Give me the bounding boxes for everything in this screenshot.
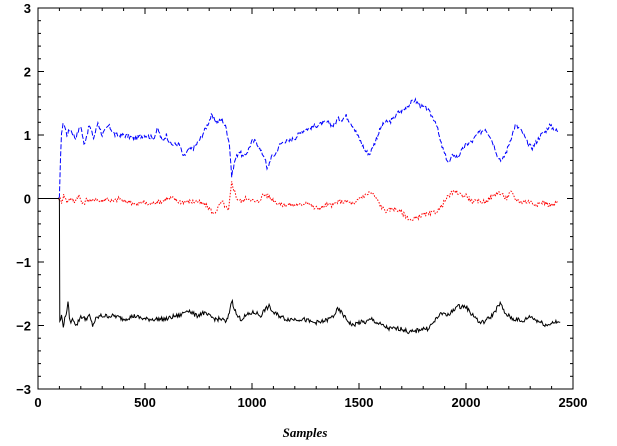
series-layer [38, 97, 561, 335]
y-tick-label: 0 [24, 192, 31, 207]
x-tick-label: 500 [134, 395, 156, 410]
series-line-3 [38, 198, 561, 335]
series-line-1 [38, 97, 559, 199]
y-ticks: −3 −2 −1 0 1 2 3 [16, 1, 573, 397]
y-tick-label: −1 [16, 255, 31, 270]
series-line-2 [38, 181, 558, 221]
x-axis-title: Samples [283, 425, 328, 440]
x-tick-label: 2000 [452, 395, 481, 410]
x-tick-label: 1500 [345, 395, 374, 410]
plot-frame [37, 7, 574, 390]
x-ticks: 0 500 1000 1500 2000 2500 [34, 8, 587, 410]
x-tick-label: 0 [34, 395, 41, 410]
y-tick-label: −2 [16, 319, 31, 334]
y-tick-label: 3 [24, 1, 31, 16]
axes-layer [37, 7, 574, 390]
x-tick-label: 1000 [238, 395, 267, 410]
y-tick-label: 2 [24, 65, 31, 80]
x-tick-label: 2500 [559, 395, 588, 410]
y-tick-label: −3 [16, 382, 31, 397]
y-tick-label: 1 [24, 128, 31, 143]
